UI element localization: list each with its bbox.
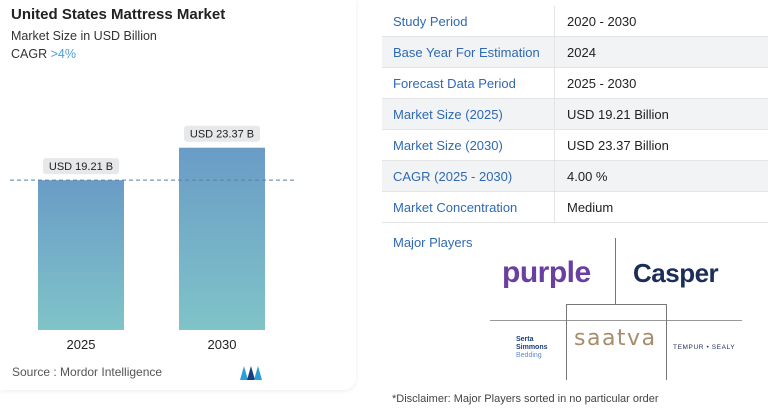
x-tick-label: 2030 [208, 337, 237, 352]
divider [566, 304, 567, 380]
row-label: Base Year For Estimation [393, 44, 540, 60]
bar-2025 [38, 180, 124, 330]
disclaimer: *Disclaimer: Major Players sorted in no … [392, 393, 659, 405]
row-label: Market Size (2025) [393, 106, 503, 122]
row-label: Forecast Data Period [393, 75, 516, 91]
table-row: Base Year For Estimation 2024 [382, 37, 768, 68]
table-row: Forecast Data Period 2025 - 2030 [382, 68, 768, 99]
table-row: Market Size (2030) USD 23.37 Billion [382, 130, 768, 161]
casper-logo: Casper [633, 258, 719, 288]
major-players-label: Major Players [393, 235, 473, 250]
market-summary-table: Study Period 2020 - 2030 Base Year For Est… [382, 6, 768, 223]
row-value: 2020 - 2030 [554, 6, 768, 36]
table-row: Market Size (2025) USD 19.21 Billion [382, 99, 768, 130]
row-label: Market Concentration [393, 199, 518, 215]
divider [615, 238, 616, 304]
row-label: Market Size (2030) [393, 137, 503, 153]
tempur-sealy-logo: TEMPUR • SEALY [673, 344, 736, 351]
serta-simmons-logo: Serta Simmons Bedding [516, 336, 548, 359]
chart-subtitle: Market Size in USD Billion [11, 29, 157, 43]
divider [666, 304, 667, 380]
bar-chart: USD 19.21 B 2025 USD 23.37 B 2030 [10, 125, 296, 352]
mordor-intelligence-logo [240, 366, 262, 380]
data-label: USD 19.21 B [49, 161, 113, 173]
row-label: Study Period [393, 13, 468, 29]
row-value: 4.00 % [554, 161, 768, 191]
market-chart-card: United States Mattress Market Market Siz… [0, 0, 356, 390]
row-value: USD 23.37 Billion [554, 130, 768, 160]
major-players-logos: purple Casper Serta Simmons Bedding saat… [490, 238, 742, 380]
chart-title: United States Mattress Market [11, 6, 226, 23]
row-value: USD 19.21 Billion [554, 99, 768, 129]
divider [490, 320, 742, 321]
table-row: Study Period 2020 - 2030 [382, 6, 768, 37]
row-value: Medium [554, 192, 768, 222]
purple-logo: purple [502, 256, 591, 289]
cagr-label: CAGR [11, 47, 51, 61]
data-label-box [184, 125, 260, 142]
row-value: 2025 - 2030 [554, 68, 768, 98]
saatva-logo: saatva [574, 326, 657, 351]
row-value: 2024 [554, 37, 768, 67]
row-label: CAGR (2025 - 2030) [393, 168, 513, 184]
table-row: CAGR (2025 - 2030) 4.00 % [382, 161, 768, 192]
x-tick-label: 2025 [67, 337, 96, 352]
cagr-value: >4% [50, 47, 76, 61]
cagr-line: CAGR >4% [11, 47, 76, 61]
divider [566, 304, 667, 305]
data-label: USD 23.37 B [190, 129, 254, 141]
table-row: Market Concentration Medium [382, 192, 768, 223]
source-note: Source : Mordor Intelligence [12, 365, 163, 379]
data-label-box [43, 158, 119, 175]
bar-2030 [179, 147, 265, 330]
